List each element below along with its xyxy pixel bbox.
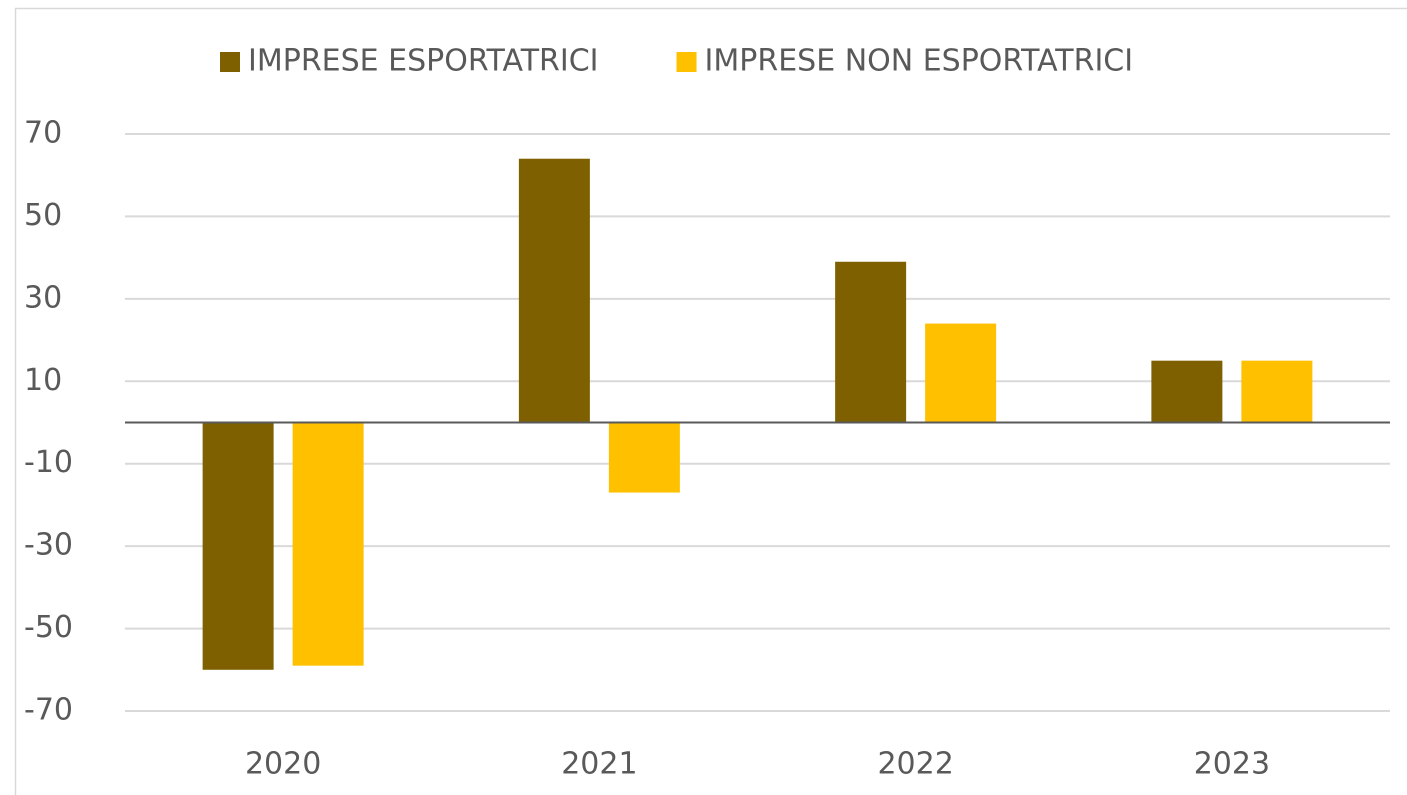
legend-label: IMPRESE NON ESPORTATRICI xyxy=(705,44,1134,79)
y-tick-label: 50 xyxy=(24,198,62,233)
y-tick-label: 30 xyxy=(24,280,62,315)
x-tick-label: 2022 xyxy=(877,747,953,782)
x-tick-label: 2020 xyxy=(245,747,321,782)
bar xyxy=(925,323,997,423)
bar xyxy=(202,422,274,670)
y-tick-label: 70 xyxy=(24,116,62,151)
x-tick-label: 2021 xyxy=(561,747,637,782)
y-tick-label: -70 xyxy=(24,693,73,728)
bar xyxy=(835,261,907,423)
legend-swatch xyxy=(676,52,697,72)
y-tick-label: 10 xyxy=(24,363,62,398)
legend-swatch xyxy=(220,52,240,72)
bar xyxy=(1241,360,1313,423)
y-tick-label: -50 xyxy=(24,610,73,645)
bar xyxy=(608,422,680,493)
bar xyxy=(292,422,364,666)
bar xyxy=(518,158,590,423)
bar xyxy=(1151,360,1223,423)
legend-label: IMPRESE ESPORTATRICI xyxy=(248,44,599,79)
y-tick-label: -10 xyxy=(24,445,73,480)
x-tick-label: 2023 xyxy=(1194,747,1270,782)
y-tick-label: -30 xyxy=(24,528,73,563)
